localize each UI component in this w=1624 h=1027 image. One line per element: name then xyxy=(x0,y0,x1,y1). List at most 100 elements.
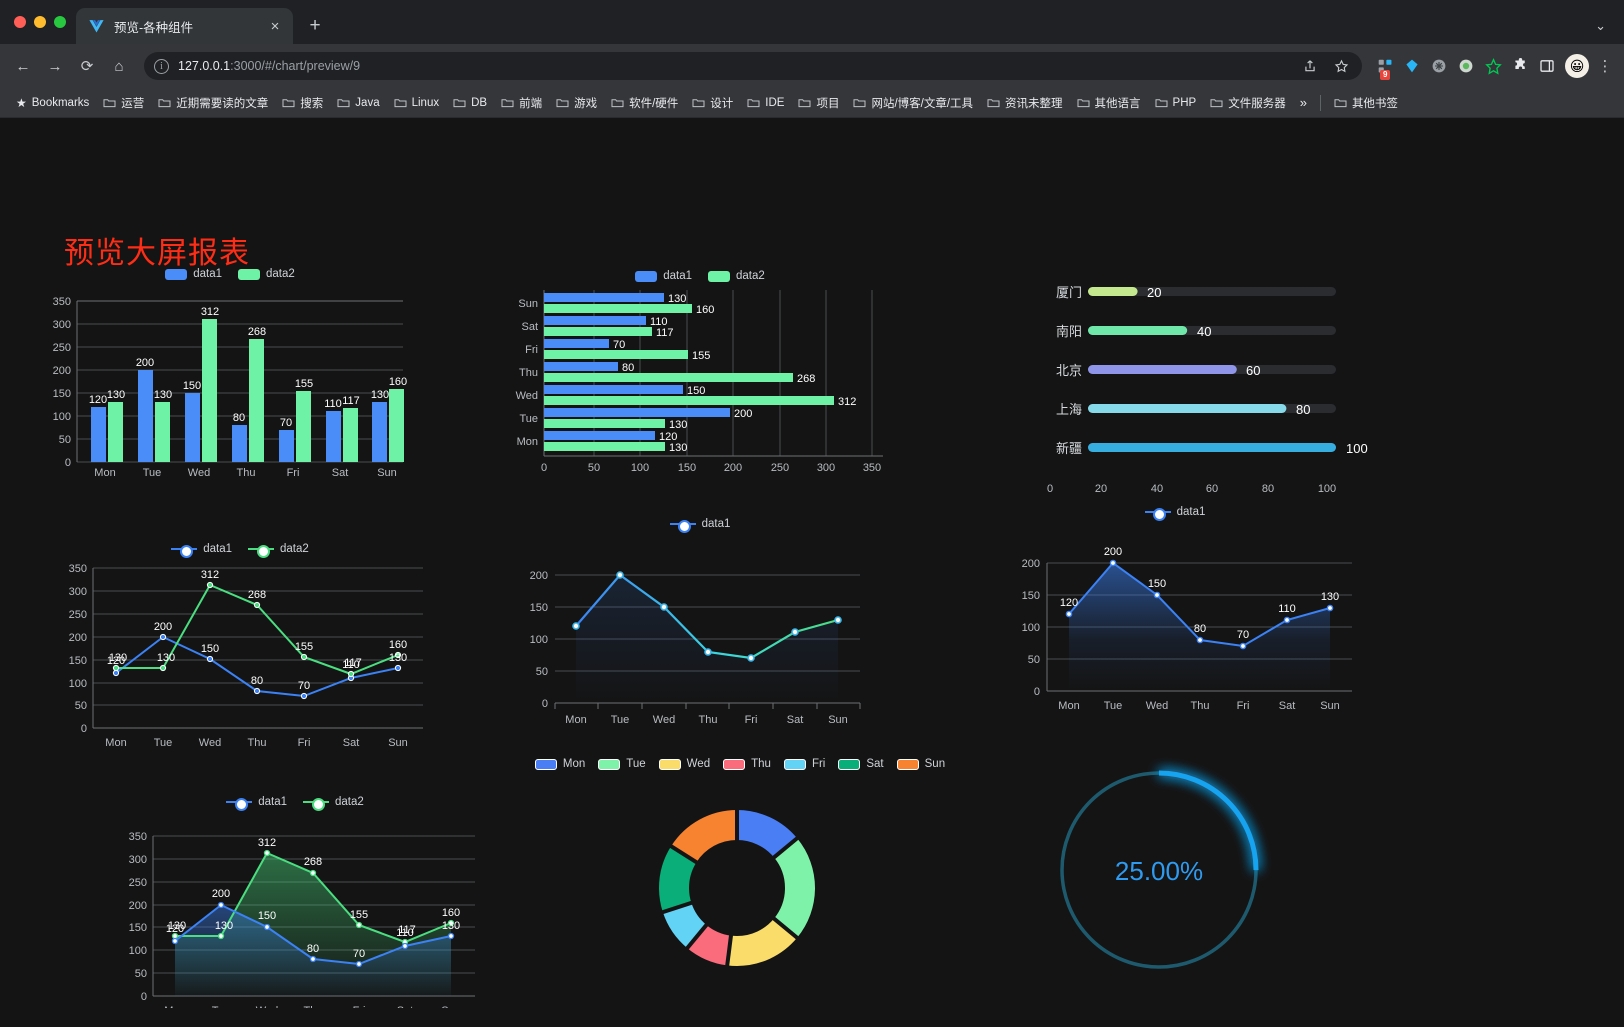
svg-text:150: 150 xyxy=(69,655,87,667)
bookmark-star-icon[interactable] xyxy=(1330,55,1352,77)
toolbar-extensions: 9 😀 ⋮ xyxy=(1372,51,1616,81)
forward-button[interactable]: → xyxy=(47,57,63,75)
legend-label: Mon xyxy=(562,758,586,770)
bookmark-folder[interactable]: 其他语言 xyxy=(1071,92,1147,114)
bookmark-folder[interactable]: 项目 xyxy=(792,92,845,114)
horizontal-bar-chart-panel: data1 data2 xyxy=(500,270,900,485)
svg-text:50: 50 xyxy=(75,700,87,712)
bookmark-folder[interactable]: 前端 xyxy=(495,92,548,114)
svg-text:100: 100 xyxy=(53,411,71,423)
browser-menu-button[interactable]: ⋮ xyxy=(1597,58,1613,75)
svg-text:110: 110 xyxy=(650,316,668,328)
bookmark-folder[interactable]: 游戏 xyxy=(550,92,603,114)
browser-tab[interactable]: 预览-各种组件 × xyxy=(76,8,293,44)
donut-slice-wed[interactable] xyxy=(659,810,815,966)
svg-text:0: 0 xyxy=(541,462,547,474)
legend-item[interactable]: data2 xyxy=(238,268,295,280)
progress-value: 100 xyxy=(1346,441,1368,456)
svg-text:110: 110 xyxy=(324,398,342,410)
close-tab-button[interactable]: × xyxy=(270,17,280,35)
new-tab-button[interactable]: + xyxy=(309,15,321,36)
extension-grid-icon[interactable]: 9 xyxy=(1372,53,1398,80)
legend-item[interactable]: data1 xyxy=(171,543,232,558)
url-text: 127.0.0.1:3000/#/chart/preview/9 xyxy=(178,59,360,73)
legend-item[interactable]: Tue xyxy=(598,758,646,770)
legend-label: Sat xyxy=(866,758,884,770)
bookmarks-overflow-button[interactable]: » xyxy=(1299,95,1307,110)
legend-item[interactable]: data2 xyxy=(303,796,364,811)
legend-item[interactable]: data1 xyxy=(670,518,730,533)
donut-slice-sat[interactable] xyxy=(659,810,815,966)
bookmark-folder[interactable]: Linux xyxy=(388,94,446,112)
close-window-button[interactable] xyxy=(14,16,26,28)
svg-text:200: 200 xyxy=(1022,558,1040,570)
address-bar[interactable]: i 127.0.0.1:3000/#/chart/preview/9 xyxy=(144,52,1362,80)
bookmark-folder[interactable]: 资讯未整理 xyxy=(981,92,1069,114)
legend-item[interactable]: data1 xyxy=(226,796,287,811)
svg-text:150: 150 xyxy=(201,643,219,655)
bookmark-folder[interactable]: 运营 xyxy=(97,92,150,114)
legend-item[interactable]: Sat xyxy=(838,758,884,770)
svg-text:130: 130 xyxy=(168,920,186,932)
bookmark-folder[interactable]: 网站/博客/文章/工具 xyxy=(847,92,979,114)
progress-label: 新疆 xyxy=(1056,441,1082,456)
divider xyxy=(1319,94,1321,111)
legend-item[interactable]: data1 xyxy=(1145,506,1205,521)
multi-line-chart-panel: data1 data2 xyxy=(40,543,440,758)
maximize-window-button[interactable] xyxy=(54,16,66,28)
legend-line-marker xyxy=(1145,507,1171,521)
bookmark-label: 文件服务器 xyxy=(1228,97,1286,110)
svg-text:0: 0 xyxy=(81,723,87,735)
legend-item[interactable]: data1 xyxy=(635,270,692,282)
bookmark-folder[interactable]: 设计 xyxy=(686,92,739,114)
home-button[interactable]: ⌂ xyxy=(114,57,124,75)
puzzle-extensions-icon[interactable] xyxy=(1507,53,1533,79)
folder-icon xyxy=(1077,97,1090,108)
chevron-down-icon[interactable]: ⌄ xyxy=(1595,18,1606,33)
bookmark-folder[interactable]: DB xyxy=(447,94,493,112)
reload-button[interactable]: ⟳ xyxy=(80,58,94,75)
bookmarks-manager-item[interactable]: ★ Bookmarks xyxy=(10,93,95,113)
svg-text:160: 160 xyxy=(389,376,407,388)
minimize-window-button[interactable] xyxy=(34,16,46,28)
donut-slice-tue[interactable] xyxy=(659,810,815,966)
share-icon[interactable] xyxy=(1299,55,1321,77)
legend-item[interactable]: Wed xyxy=(658,758,710,770)
side-panel-icon[interactable] xyxy=(1534,53,1560,79)
bookmark-folder[interactable]: 近期需要读的文章 xyxy=(152,92,274,114)
legend-item[interactable]: data2 xyxy=(248,543,309,558)
vertical-bar-chart-svg: 350 300 250 200 150 100 50 0 xyxy=(53,296,408,479)
bookmark-folder[interactable]: Java xyxy=(331,94,385,112)
back-button[interactable]: ← xyxy=(15,57,31,75)
legend-item[interactable]: Fri xyxy=(783,758,825,770)
svg-text:130: 130 xyxy=(669,419,687,431)
svg-text:110: 110 xyxy=(342,659,360,671)
bookmark-folder[interactable]: PHP xyxy=(1149,94,1203,112)
site-info-icon[interactable]: i xyxy=(154,58,169,74)
other-bookmarks-folder[interactable]: 其他书签 xyxy=(1328,92,1404,114)
svg-text:200: 200 xyxy=(129,900,147,912)
x-tick: Sat xyxy=(343,737,360,749)
bookmark-folder[interactable]: 文件服务器 xyxy=(1204,92,1292,114)
bookmark-folder[interactable]: 软件/硬件 xyxy=(605,92,684,114)
legend-item[interactable]: data1 xyxy=(165,268,222,280)
avatar[interactable]: 😀 xyxy=(1565,54,1589,78)
x-tick: Fri xyxy=(353,1005,366,1008)
green-dot-extension-icon[interactable] xyxy=(1453,53,1479,79)
svg-text:70: 70 xyxy=(280,417,292,429)
legend-item[interactable]: Sun xyxy=(896,758,945,770)
svg-text:130: 130 xyxy=(669,442,687,454)
bookmark-folder[interactable]: IDE xyxy=(741,94,790,112)
bookmark-folder[interactable]: 搜索 xyxy=(276,92,329,114)
gear-circle-extension-icon[interactable] xyxy=(1426,53,1452,79)
green-star-extension-icon[interactable] xyxy=(1480,53,1506,79)
x-tick: Tue xyxy=(154,737,173,749)
x-tick: Sun xyxy=(377,467,397,476)
svg-text:130: 130 xyxy=(107,389,125,401)
progress-label: 南阳 xyxy=(1056,324,1082,339)
legend-item[interactable]: Mon xyxy=(534,758,586,770)
legend-item[interactable]: data2 xyxy=(708,270,765,282)
diamond-extension-icon[interactable] xyxy=(1399,53,1425,79)
legend-item[interactable]: Thu xyxy=(723,758,771,770)
